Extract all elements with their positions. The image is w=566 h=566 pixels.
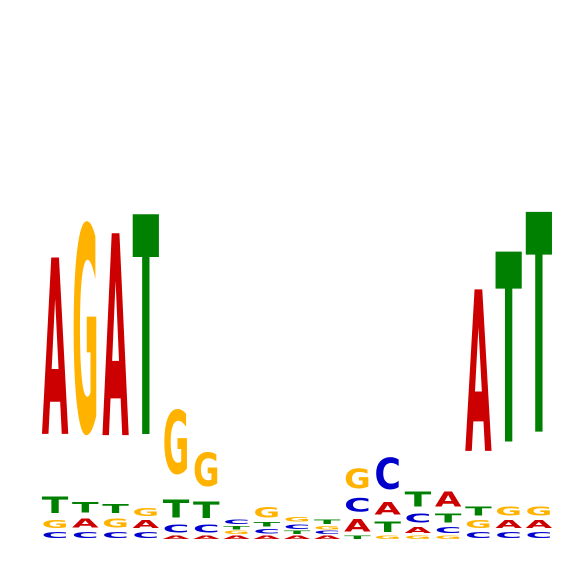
letter-a-pos-3: A [102, 178, 129, 501]
letter-c-pos-16: C [495, 531, 522, 540]
letter-c-pos-13: C [405, 512, 432, 526]
letter-t-pos-4: T [133, 154, 160, 506]
letter-c-pos-5: C [163, 523, 190, 535]
letter-t-pos-15: T [465, 504, 492, 518]
letter-g-pos-12: G [374, 535, 401, 540]
letter-a-pos-16: A [495, 518, 522, 530]
letter-t-pos-2: T [72, 499, 99, 516]
letter-a-pos-4: A [133, 518, 160, 530]
letter-c-pos-3: C [102, 531, 129, 540]
letter-a-pos-1: A [42, 210, 69, 491]
letter-t-pos-8: T [253, 521, 280, 528]
letter-c-pos-2: C [72, 531, 99, 540]
letter-g-pos-8: G [253, 504, 280, 521]
letter-t-pos-11: T [344, 535, 371, 540]
letter-c-pos-17: C [526, 531, 553, 540]
letter-t-pos-10: T [314, 518, 341, 525]
letter-c-pos-14: C [435, 526, 462, 535]
letter-c-pos-15: C [465, 531, 492, 540]
letter-a-pos-5: A [163, 535, 190, 540]
letter-g-pos-3: G [102, 516, 129, 531]
letter-c-pos-6: C [193, 523, 220, 535]
letter-c-pos-1: C [42, 531, 69, 540]
letter-g-pos-5: G [163, 396, 190, 495]
letter-g-pos-16: G [495, 504, 522, 519]
letter-t-pos-16: T [495, 200, 522, 504]
letter-a-pos-7: A [223, 535, 250, 540]
letter-g-pos-13: G [405, 535, 432, 540]
letter-a-pos-15: A [465, 247, 492, 504]
letter-g-pos-4: G [133, 507, 160, 519]
letter-g-pos-17: G [526, 504, 553, 519]
letter-c-pos-4: C [133, 531, 160, 540]
letter-t-pos-12: T [374, 519, 401, 536]
letter-a-pos-14: A [435, 487, 462, 511]
letter-g-pos-11: G [344, 463, 371, 494]
letter-a-pos-8: A [253, 535, 280, 540]
letter-g-pos-15: G [465, 519, 492, 531]
letter-a-pos-13: A [405, 526, 433, 536]
letter-c-pos-7: C [223, 519, 250, 526]
letter-c-pos-8: C [253, 528, 280, 535]
letter-a-pos-6: A [193, 535, 220, 540]
letter-a-pos-12: A [374, 500, 401, 519]
letter-g-pos-10: G [314, 526, 341, 531]
letter-t-pos-6: T [193, 497, 220, 524]
letter-t-pos-17: T [526, 151, 553, 503]
letter-t-pos-1: T [42, 492, 69, 519]
letter-a-pos-10: A [314, 535, 341, 540]
letter-a-pos-2: A [72, 516, 99, 530]
letter-c-pos-10: C [314, 531, 341, 536]
letter-g-pos-1: G [42, 519, 69, 531]
letter-c-pos-9: C [284, 523, 311, 530]
letter-c-pos-11: C [344, 494, 371, 516]
letter-g-pos-9: G [284, 516, 311, 523]
letter-t-pos-3: T [102, 502, 129, 516]
letter-t-pos-5: T [163, 495, 191, 524]
letter-g-pos-7: G [223, 531, 250, 536]
letter-t-pos-14: T [435, 511, 462, 525]
letter-g-pos-14: G [435, 535, 462, 540]
letter-a-pos-11: A [344, 517, 371, 536]
letter-c-pos-12: C [374, 450, 401, 500]
letter-a-pos-17: A [526, 518, 553, 530]
letter-a-pos-9: A [284, 535, 311, 540]
letter-t-pos-9: T [284, 530, 311, 535]
letter-t-pos-13: T [405, 488, 433, 512]
letter-g-pos-2: G [72, 169, 99, 499]
letter-t-pos-7: T [223, 526, 250, 531]
letter-g-pos-6: G [193, 446, 220, 498]
